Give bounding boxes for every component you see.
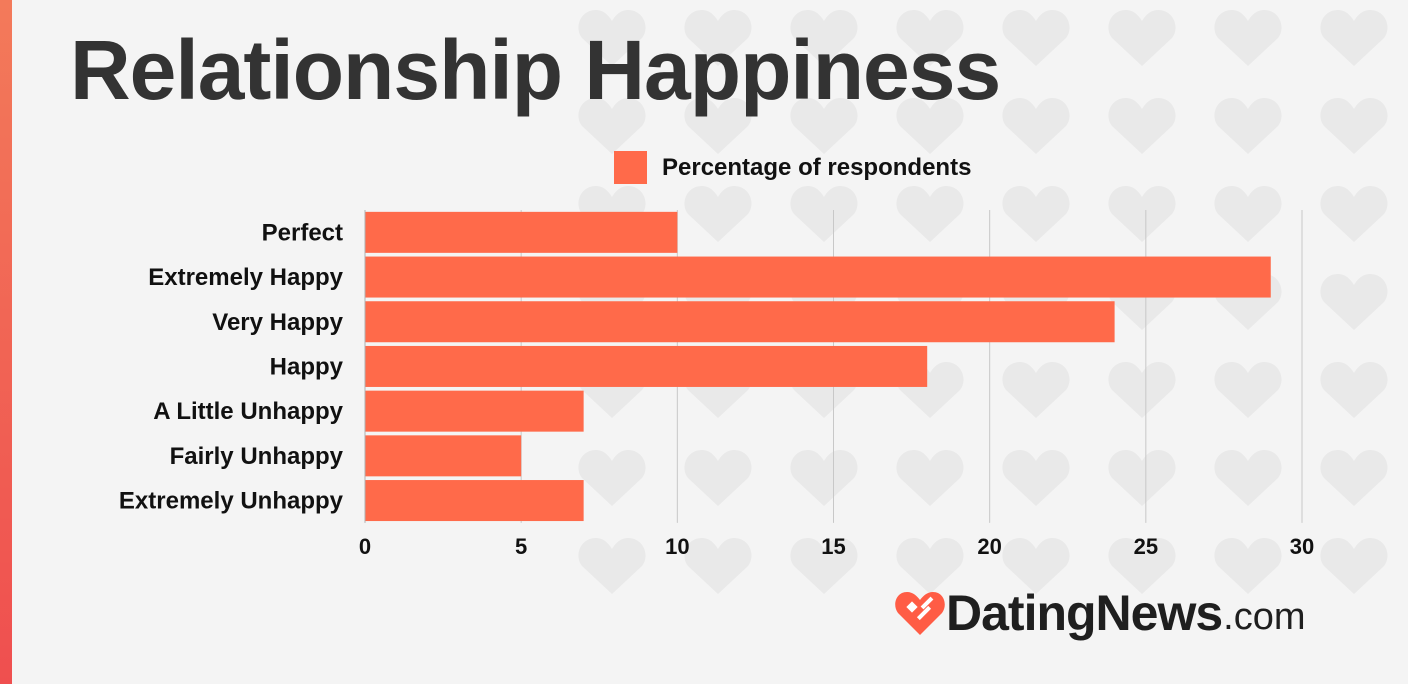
pattern-heart-icon xyxy=(896,538,964,594)
pattern-heart-icon xyxy=(790,538,858,594)
pattern-heart-icon xyxy=(1108,186,1176,242)
pattern-heart-icon xyxy=(1002,98,1070,154)
pattern-heart-icon xyxy=(1108,538,1176,594)
pattern-heart-icon xyxy=(1002,362,1070,418)
pattern-heart-icon xyxy=(684,538,752,594)
pattern-heart-icon xyxy=(1320,186,1388,242)
brand-domain-suffix: .com xyxy=(1223,595,1306,638)
legend-label: Percentage of respondents xyxy=(662,154,971,181)
axes: 0 5 10 15 20 25 30 Perfect Extremely Happy Very H… xyxy=(119,210,1314,559)
legend: Percentage of respondents xyxy=(614,151,971,184)
pattern-heart-icon xyxy=(1214,538,1282,594)
pattern-heart-icon xyxy=(896,186,964,242)
pattern-heart-icon xyxy=(790,186,858,242)
pattern-heart-icon xyxy=(578,98,646,154)
bar xyxy=(365,301,1115,343)
pattern-heart-icon xyxy=(1108,450,1176,506)
pattern-heart-icon xyxy=(578,538,646,594)
pattern-heart-icon xyxy=(790,10,858,66)
pattern-heart-icon xyxy=(1320,450,1388,506)
category-label: Extremely Happy xyxy=(148,264,343,291)
bar xyxy=(365,211,678,253)
pattern-heart-icon xyxy=(1320,98,1388,154)
x-tick-label: 10 xyxy=(665,534,689,559)
pattern-heart-icon xyxy=(1320,362,1388,418)
pattern-heart-icon xyxy=(1002,450,1070,506)
chart-title: Relationship Happiness xyxy=(70,23,1001,117)
category-label: Very Happy xyxy=(212,309,343,336)
pattern-heart-icon xyxy=(578,450,646,506)
pattern-heart-icon xyxy=(1108,362,1176,418)
pattern-heart-icon xyxy=(1214,10,1282,66)
category-label: A Little Unhappy xyxy=(153,398,343,425)
category-label: Extremely Unhappy xyxy=(119,488,344,515)
pattern-heart-icon xyxy=(684,186,752,242)
pattern-heart-icon xyxy=(1002,10,1070,66)
pattern-heart-icon xyxy=(1320,538,1388,594)
pattern-heart-icon xyxy=(1108,98,1176,154)
x-tick-label: 25 xyxy=(1134,534,1158,559)
pattern-heart-icon xyxy=(1320,274,1388,330)
pattern-heart-icon xyxy=(790,450,858,506)
bars xyxy=(365,211,1271,522)
pattern-heart-icon xyxy=(1214,362,1282,418)
left-accent-stripe xyxy=(0,0,12,684)
pattern-heart-icon xyxy=(684,10,752,66)
x-tick-label: 5 xyxy=(515,534,527,559)
pattern-heart-icon xyxy=(896,10,964,66)
pattern-heart-icon xyxy=(1214,98,1282,154)
pattern-heart-icon xyxy=(684,98,752,154)
brand-name: DatingNews xyxy=(946,585,1223,641)
pattern-heart-icon xyxy=(684,450,752,506)
pattern-heart-icon xyxy=(1108,10,1176,66)
bar xyxy=(365,390,584,432)
category-label: Happy xyxy=(270,353,344,380)
pattern-heart-icon xyxy=(578,10,646,66)
pattern-heart-icon xyxy=(1002,186,1070,242)
heart-logo-icon xyxy=(895,592,945,635)
pattern-heart-icon xyxy=(1214,450,1282,506)
pattern-heart-icon xyxy=(1214,186,1282,242)
x-tick-label: 20 xyxy=(977,534,1001,559)
bar xyxy=(365,435,522,477)
legend-swatch xyxy=(614,151,647,184)
category-label: Fairly Unhappy xyxy=(170,443,344,470)
pattern-heart-icon xyxy=(896,98,964,154)
bar xyxy=(365,256,1271,298)
pattern-heart-icon xyxy=(790,98,858,154)
bar xyxy=(365,345,928,387)
x-tick-label: 30 xyxy=(1290,534,1314,559)
pattern-heart-icon xyxy=(896,450,964,506)
brand-logo: DatingNews .com xyxy=(894,584,1306,642)
pattern-heart-icon xyxy=(1320,10,1388,66)
x-tick-label: 15 xyxy=(821,534,845,559)
bar xyxy=(365,480,584,522)
category-label: Perfect xyxy=(262,219,343,246)
x-tick-label: 0 xyxy=(359,534,371,559)
pattern-heart-icon xyxy=(1002,538,1070,594)
